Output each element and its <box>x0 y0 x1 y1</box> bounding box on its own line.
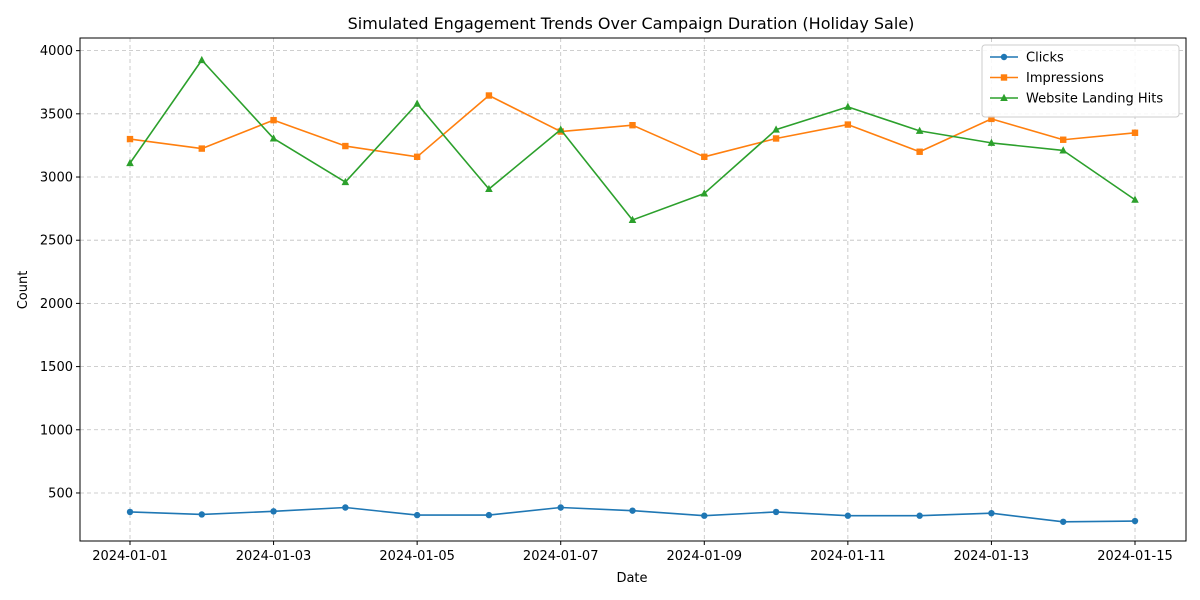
series-lines <box>126 55 1139 525</box>
y-tick-label: 2000 <box>40 297 73 312</box>
data-point-impressions <box>701 153 708 160</box>
data-point-website-landing-hits <box>197 55 206 64</box>
legend-marker <box>1000 93 1008 101</box>
y-tick-label: 500 <box>48 486 73 501</box>
data-point-website-landing-hits <box>1059 146 1068 154</box>
data-point-website-landing-hits <box>628 215 637 223</box>
data-point-clicks <box>198 511 205 518</box>
data-point-clicks <box>629 507 636 514</box>
legend-box <box>981 44 1180 118</box>
data-point-clicks <box>701 512 708 519</box>
plot-frame <box>79 37 1187 542</box>
series-website-landing-hits <box>126 55 1139 223</box>
axes: 2024-01-01 2024-01-03 2024-01-05 2024-01-07… <box>40 44 1173 564</box>
legend-label: Impressions <box>1026 71 1104 86</box>
legend-item-impressions: Impressions <box>990 71 1104 86</box>
data-point-impressions <box>1060 136 1067 143</box>
data-point-clicks <box>126 508 134 516</box>
data-point-website-landing-hits <box>987 138 996 146</box>
data-point-website-landing-hits <box>700 189 709 197</box>
data-point-impressions <box>844 121 852 128</box>
y-tick-label: 1000 <box>40 423 73 438</box>
legend: Clicks Impressions Website Landing Hits <box>981 44 1180 118</box>
data-point-clicks <box>844 512 852 519</box>
x-tick-label: 2024-01-03 <box>236 549 312 564</box>
data-point-impressions <box>126 135 134 143</box>
y-axis-label: Count <box>16 271 31 310</box>
data-point-website-landing-hits <box>269 134 278 142</box>
data-point-clicks <box>557 504 564 511</box>
series-clicks <box>126 504 1139 525</box>
x-axis-label: Date <box>616 571 647 586</box>
legend-label: Clicks <box>1026 51 1064 66</box>
data-point-clicks <box>1131 517 1139 525</box>
series-impressions <box>126 92 1139 160</box>
data-point-impressions <box>916 148 923 155</box>
x-tick-label: 2024-01-15 <box>1097 549 1173 564</box>
legend-label: Website Landing Hits <box>1026 92 1163 107</box>
data-point-website-landing-hits <box>413 99 421 107</box>
grid <box>80 38 1186 541</box>
data-point-impressions <box>988 115 995 123</box>
data-point-clicks <box>413 511 421 519</box>
data-point-clicks <box>988 509 995 517</box>
data-point-clicks <box>772 508 780 516</box>
data-point-impressions <box>629 122 636 129</box>
x-tick-label: 2024-01-01 <box>92 549 168 564</box>
y-tick-label: 3500 <box>40 107 73 122</box>
data-point-clicks <box>342 504 349 511</box>
data-point-impressions <box>485 92 493 99</box>
x-tick-label: 2024-01-13 <box>954 549 1030 564</box>
data-point-website-landing-hits <box>915 126 924 134</box>
data-point-clicks <box>270 508 277 515</box>
data-point-website-landing-hits <box>126 158 134 167</box>
data-point-clicks <box>1060 518 1067 525</box>
data-point-clicks <box>916 512 923 519</box>
legend-marker <box>1000 53 1008 61</box>
data-point-impressions <box>1131 129 1139 136</box>
data-point-website-landing-hits <box>485 184 493 193</box>
legend-item-clicks: Clicks <box>990 51 1064 66</box>
data-point-website-landing-hits <box>341 177 350 186</box>
data-point-impressions <box>198 145 205 152</box>
x-tick-label: 2024-01-07 <box>523 549 599 564</box>
data-point-impressions <box>772 135 780 142</box>
data-point-website-landing-hits <box>1131 195 1139 203</box>
data-point-impressions <box>413 153 421 160</box>
data-point-website-landing-hits <box>844 102 852 110</box>
chart-title: Simulated Engagement Trends Over Campaig… <box>348 14 915 33</box>
data-point-clicks <box>485 511 493 519</box>
data-point-website-landing-hits <box>772 125 780 133</box>
x-tick-label: 2024-01-05 <box>379 549 455 564</box>
x-tick-label: 2024-01-11 <box>810 549 886 564</box>
legend-item-website-landing-hits: Website Landing Hits <box>990 92 1163 107</box>
y-tick-label: 3000 <box>40 171 73 186</box>
y-tick-label: 1500 <box>40 360 73 375</box>
data-point-impressions <box>270 116 277 124</box>
legend-marker <box>1000 74 1008 81</box>
data-point-impressions <box>342 142 349 150</box>
y-tick-label: 2500 <box>40 234 73 249</box>
y-tick-label: 4000 <box>40 44 73 59</box>
data-point-website-landing-hits <box>556 125 565 133</box>
x-tick-label: 2024-01-09 <box>667 549 743 564</box>
